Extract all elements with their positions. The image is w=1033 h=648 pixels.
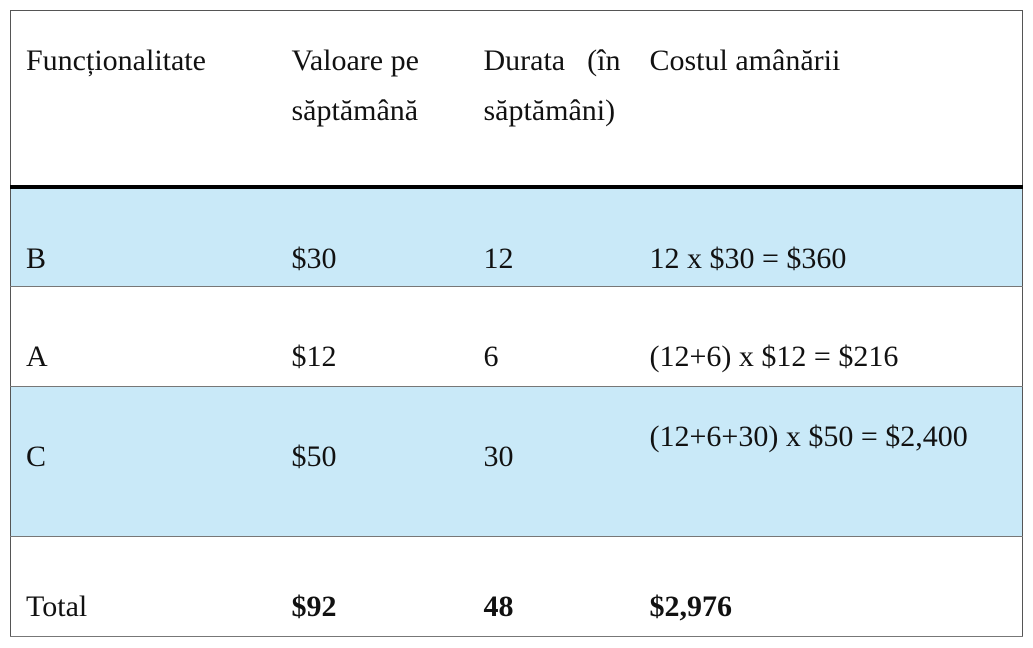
cell: C <box>26 440 47 473</box>
cell: 12 x $30 = $360 <box>649 241 847 275</box>
cell: 48 <box>483 590 514 623</box>
cell: 6 <box>483 340 499 373</box>
cell: (12+6+30) x $50 = $2,400 <box>649 420 968 453</box>
cell: $92 <box>291 590 337 623</box>
cell: $2,976 <box>649 590 733 623</box>
cost-table: Funcționalitate Valoare pe săptămână Dur… <box>10 10 1023 637</box>
header-cell: Valoare pe săptămână <box>291 44 419 127</box>
cell: $30 <box>291 241 337 275</box>
cell: $12 <box>291 340 337 373</box>
total-row: Total $92 48 $2,976 <box>10 537 1023 637</box>
cell: 30 <box>483 440 514 473</box>
row: C $50 30 (12+6+30) x $50 = $2,400 <box>10 386 1023 537</box>
row: B $30 12 12 x $30 = $360 <box>10 186 1023 287</box>
header-cell: Funcționalitate <box>26 44 206 77</box>
row: A $12 6 (12+6) x $12 = $216 <box>10 287 1023 387</box>
cell: Total <box>26 590 88 623</box>
header-row: Funcționalitate Valoare pe săptămână Dur… <box>10 11 1023 187</box>
cell: B <box>26 241 47 275</box>
header-cell: Costul amânării <box>649 44 841 77</box>
cell: (12+6) x $12 = $216 <box>649 340 899 373</box>
header-cell: Durata (în săptămâni) <box>483 44 621 127</box>
cell: 12 <box>483 241 514 275</box>
cell: A <box>26 340 48 373</box>
cell: $50 <box>291 440 337 473</box>
